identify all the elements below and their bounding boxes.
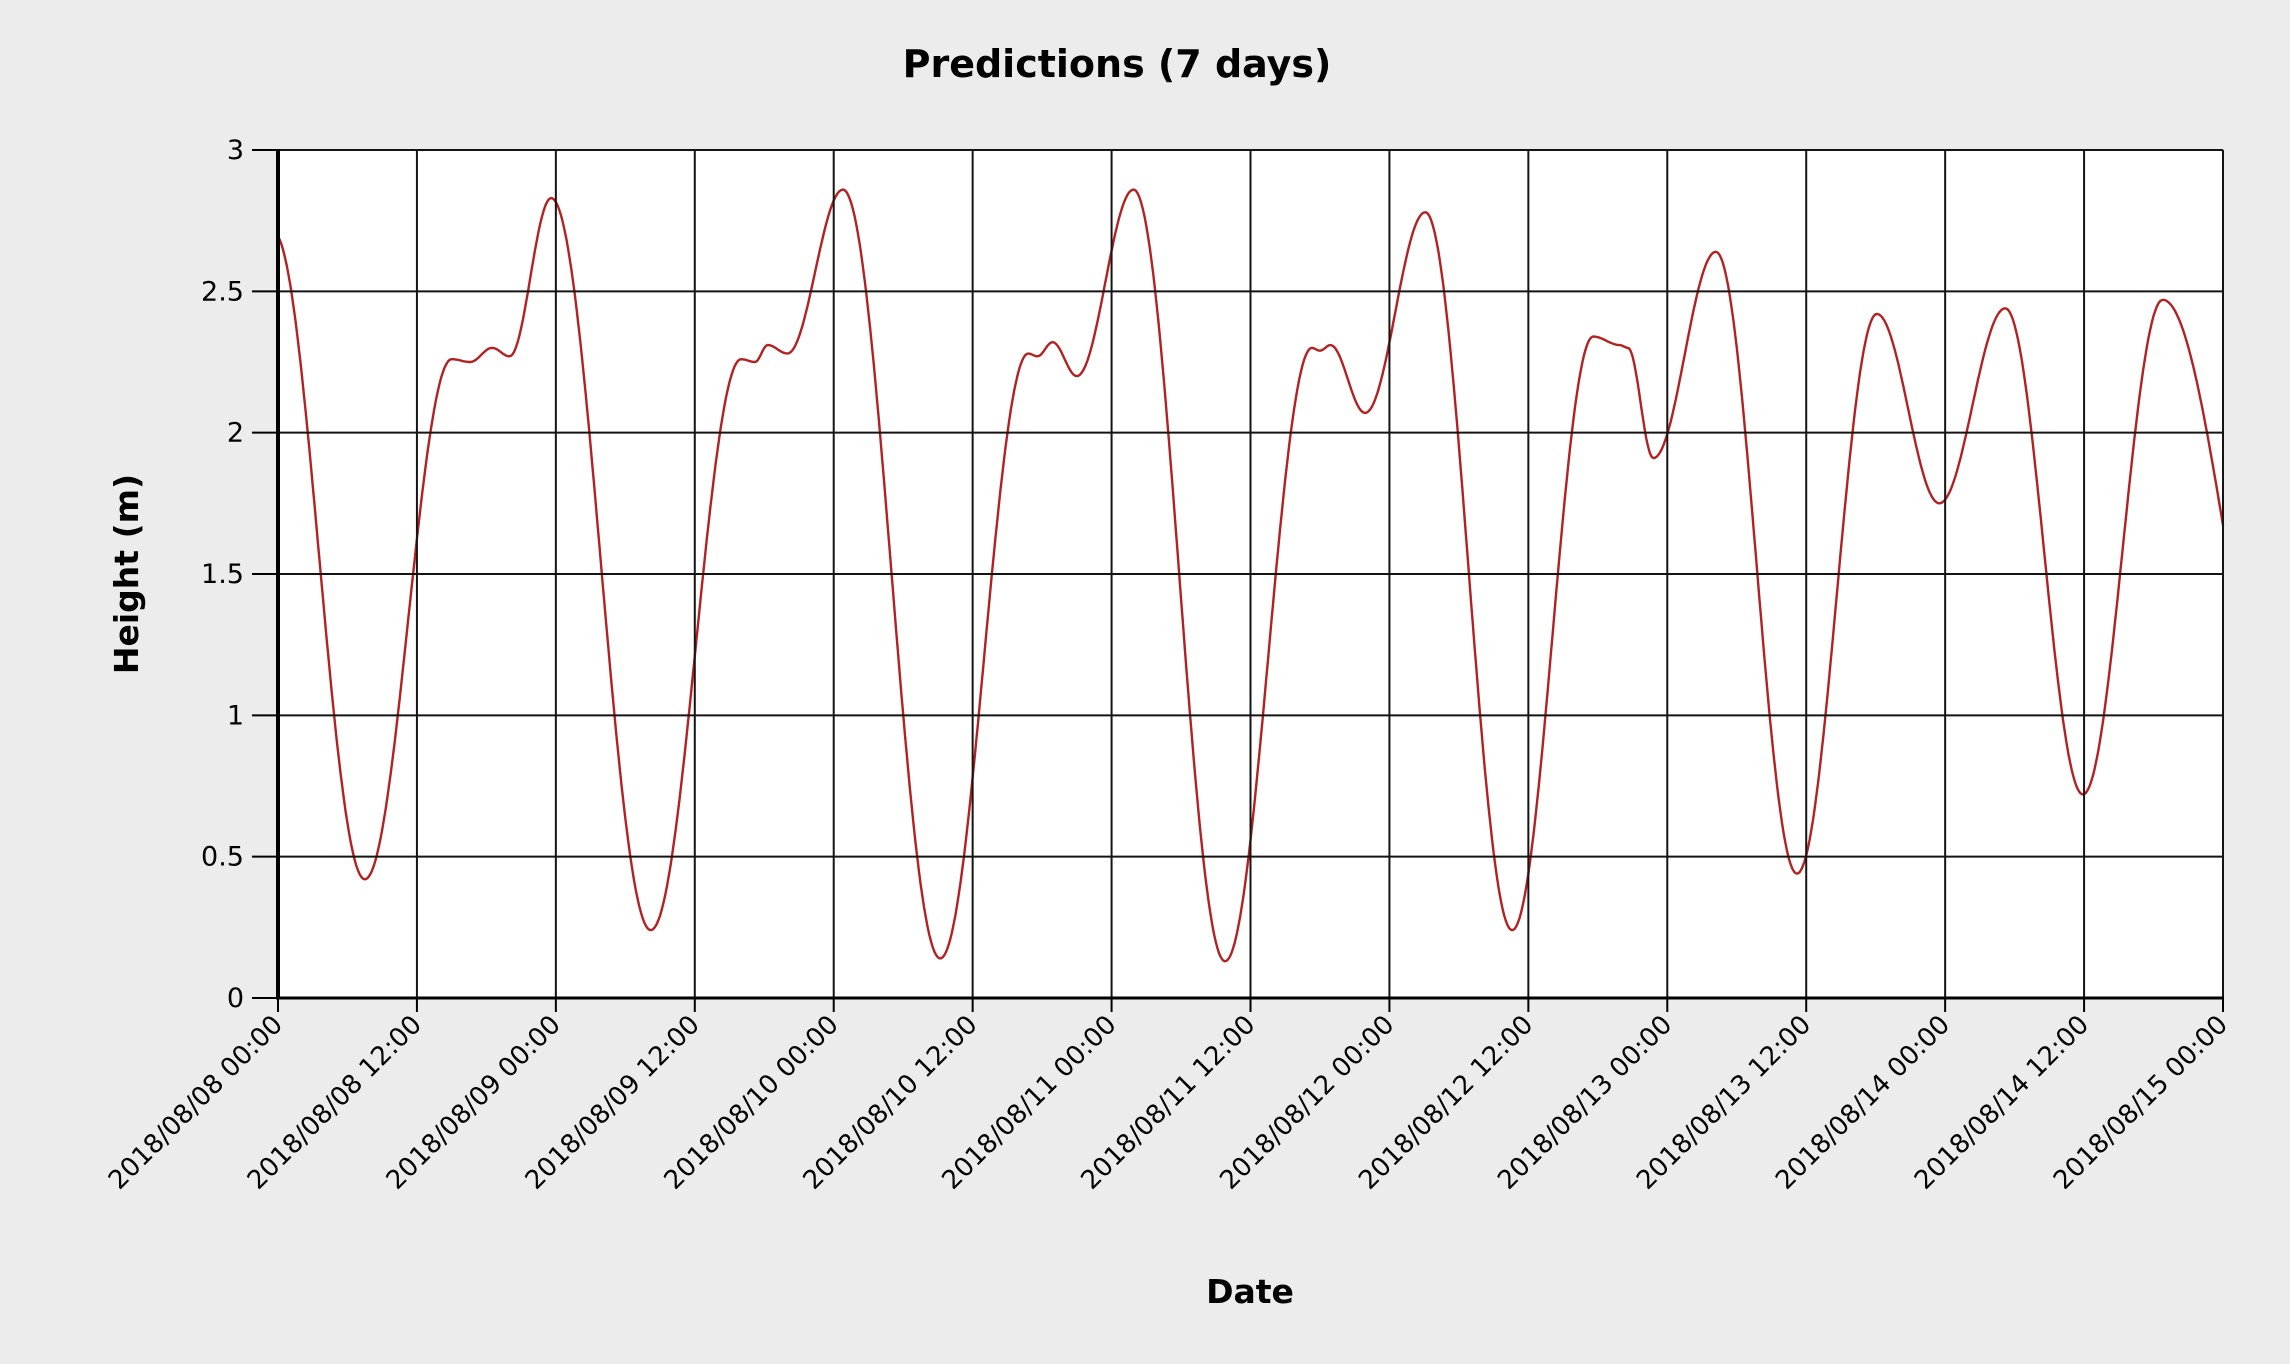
y-tick-label: 3 bbox=[227, 135, 244, 166]
y-tick-label: 2 bbox=[227, 418, 244, 449]
tick-group bbox=[252, 149, 2224, 1012]
y-tick-label: 1.5 bbox=[201, 559, 244, 590]
y-tick-label: 0 bbox=[227, 983, 244, 1014]
y-axis-title: Height (m) bbox=[107, 474, 146, 674]
y-tick-label: 1 bbox=[227, 700, 244, 731]
x-axis-title: Date bbox=[1206, 1272, 1294, 1311]
y-tick-label: 2.5 bbox=[201, 276, 244, 307]
grid-group bbox=[277, 149, 2224, 999]
y-tick-label: 0.5 bbox=[201, 842, 244, 873]
chart-title: Predictions (7 days) bbox=[903, 42, 1332, 86]
